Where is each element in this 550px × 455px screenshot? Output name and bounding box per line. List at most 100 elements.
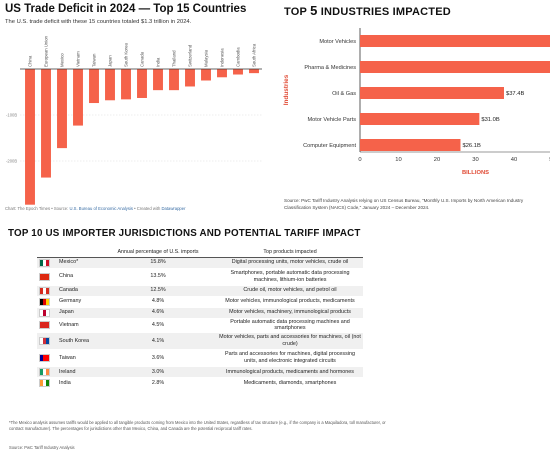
category-label: Oil & Gas [332, 91, 356, 97]
products-impacted: Parts and accessories for machines, digi… [217, 349, 363, 368]
table-row: Ireland 3.0% Immunological products, medic… [37, 366, 363, 379]
header-pct: Annual percentage of U.S. imports [99, 248, 217, 258]
products-impacted: Medicaments, diamonds, smartphones [217, 377, 363, 390]
country-name: South Korea [57, 332, 99, 351]
bar [360, 113, 480, 125]
table-row: Germany 4.8% Motor vehicles, immunological… [37, 296, 363, 308]
flag-cell [37, 307, 57, 319]
import-percentage: 2.8% [99, 377, 217, 390]
x-tick-label: Canada [139, 51, 144, 67]
import-percentage: 4.8% [99, 296, 217, 308]
flag-cell [37, 296, 57, 308]
import-percentage: 4.5% [99, 318, 217, 334]
bar [185, 69, 195, 87]
bar [41, 69, 51, 178]
flag-cell [37, 349, 57, 368]
x-tick-label: 10 [395, 157, 401, 163]
flag-icon [39, 368, 50, 377]
x-tick-label: Cambodia [235, 47, 240, 67]
x-tick-label: 0 [358, 157, 361, 163]
flag-icon [39, 337, 50, 346]
bar [121, 69, 131, 100]
x-tick-label: 40 [511, 157, 517, 163]
country-name: Mexico* [57, 257, 99, 269]
country-name: Vietnam [57, 318, 99, 334]
value-label: $26.1B [462, 143, 481, 149]
trade-deficit-chart-title: US Trade Deficit in 2024 — Top 15 Countr… [5, 3, 247, 15]
x-tick-label: India [155, 57, 160, 67]
table-row: India 2.8% Medicaments, diamonds, smartpho… [37, 377, 363, 390]
flag-cell [37, 318, 57, 334]
flag-icon [39, 258, 50, 267]
bar [360, 139, 461, 151]
header-flag [37, 248, 57, 258]
products-impacted: Immunological products, medicaments and … [217, 366, 363, 379]
industries-bar-chart: Motor Vehicles$56.0BPharma & Medicines$5… [283, 28, 550, 176]
bar [73, 69, 83, 126]
table-row: China 13.5% Smartphones, portable automati… [37, 268, 363, 286]
industries-chart-title: TOP 5 INDUSTRIES IMPACTED [284, 3, 451, 18]
x-tick-label: South Korea [123, 43, 128, 67]
table-row: Japan 4.6% Motor vehicles, machinery, immu… [37, 307, 363, 319]
bar [105, 69, 115, 101]
bar [25, 69, 35, 205]
trade-deficit-bar-chart: -100B -200B China European Union Mexico Vietn… [6, 35, 262, 205]
trade-deficit-chart-subtitle: The U.S. trade deficit with these 15 cou… [5, 19, 192, 25]
flag-cell [37, 268, 57, 286]
flag-icon [39, 354, 50, 363]
table-source: Source: PwC Tariff Industry Analysis [9, 445, 75, 450]
import-percentage: 4.1% [99, 332, 217, 351]
footer-source-link[interactable]: U.S. Bureau of Economic Analysis [69, 206, 134, 211]
products-impacted: Smartphones, portable automatic data pro… [217, 268, 363, 286]
x-tick-label: China [27, 55, 32, 67]
flag-cell [37, 366, 57, 379]
x-tick-label: South Africa [251, 43, 256, 67]
flag-icon [39, 308, 50, 317]
products-impacted: Motor vehicles, immunological products, … [217, 296, 363, 308]
footer-prefix: Chart: The Epoch Times • Source: [5, 206, 70, 211]
flag-cell [37, 285, 57, 297]
country-name: Canada [57, 285, 99, 297]
flag-cell [37, 377, 57, 390]
x-tick-label: European Union [43, 35, 48, 67]
x-tick-label: Thailand [171, 50, 176, 67]
country-name: Japan [57, 307, 99, 319]
value-label: $37.4B [506, 91, 525, 97]
header-country [57, 248, 99, 258]
importer-table: Annual percentage of U.S. imports Top pr… [37, 248, 363, 390]
country-name: Germany [57, 296, 99, 308]
country-name: India [57, 377, 99, 390]
table-row: Taiwan 3.6% Parts and accessories for mach… [37, 349, 363, 368]
x-tick-label: Switzerland [187, 44, 192, 67]
footer-tool-link[interactable]: Datawrapper [161, 206, 186, 211]
import-percentage: 3.0% [99, 366, 217, 379]
x-tick-label: Malaysia [203, 49, 208, 67]
bar [360, 35, 550, 47]
y-tick-label: -100B [6, 113, 17, 118]
x-tick-label: Mexico [59, 53, 64, 67]
products-impacted: Portable automatic data processing machi… [217, 318, 363, 334]
value-label: $31.0B [481, 117, 500, 123]
industries-title-number: 5 [310, 3, 318, 18]
country-name: China [57, 268, 99, 286]
bar [57, 69, 67, 149]
industries-title-pre: TOP [284, 6, 311, 18]
trade-deficit-chart-footer: Chart: The Epoch Times • Source: U.S. Bu… [5, 206, 185, 211]
bar [360, 61, 550, 73]
flag-cell [37, 332, 57, 351]
flag-icon [39, 379, 50, 388]
x-tick-label: 30 [472, 157, 478, 163]
bar [153, 69, 163, 91]
category-label: Motor Vehicles [319, 39, 356, 45]
import-percentage: 4.6% [99, 307, 217, 319]
flag-icon [39, 321, 50, 330]
industries-chart-footer: Source: PwC Tariff Industry Analysis rel… [284, 198, 524, 210]
bar [360, 87, 504, 99]
bar [137, 69, 147, 98]
table-row: Canada 12.5% Crude oil, motor vehicles, an… [37, 285, 363, 297]
products-impacted: Motor vehicles, parts and accessories fo… [217, 332, 363, 351]
category-label: Pharma & Medicines [304, 65, 356, 71]
table-footnote: *The Mexico analysis assumes tariffs wou… [9, 420, 386, 432]
flag-icon [39, 272, 50, 281]
flag-icon [39, 286, 50, 295]
